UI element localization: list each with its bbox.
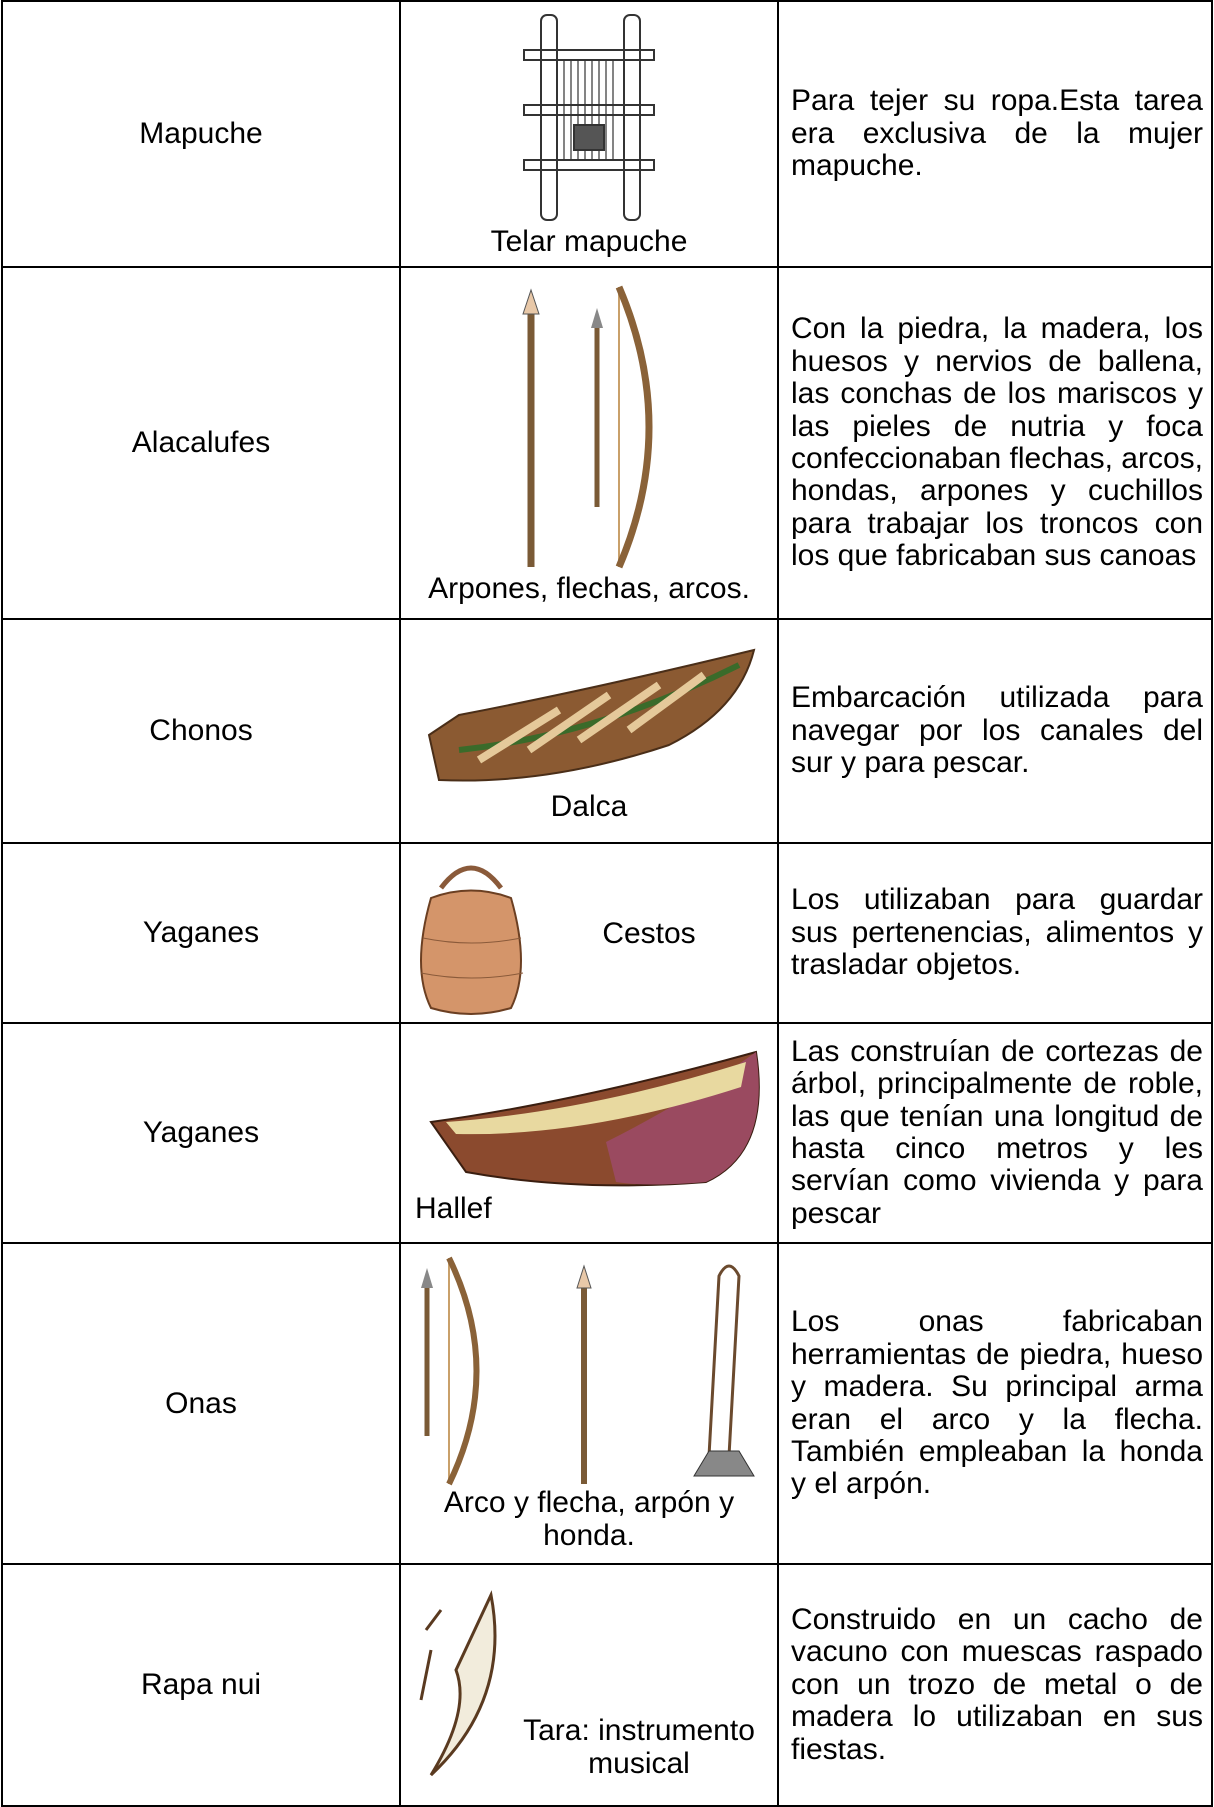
caption: Arpones, flechas, arcos. <box>428 571 750 605</box>
description: Las construían de cortezas de árbol, pri… <box>777 1022 1213 1244</box>
image-cell: Arco y flecha, arpón y honda. <box>399 1242 779 1565</box>
caption: Tara: instrumento musical <box>523 1714 755 1780</box>
group: Chonos <box>1 618 401 844</box>
row: Mapuche Telar mapuche Para tejer su ropa… <box>1 0 1213 268</box>
group: Rapa nui <box>1 1563 401 1807</box>
dalca-image <box>427 648 756 782</box>
group: Yaganes <box>1 1022 401 1244</box>
hallef-image <box>429 1050 760 1186</box>
row: Chonos Dalca Embarcación utilizada para … <box>1 618 1213 844</box>
tara-image <box>419 1590 497 1777</box>
basket-image <box>420 865 524 1015</box>
row: Yaganes Hallef Las construían de corteza… <box>1 1022 1213 1244</box>
description: Los utilizaban para guardar sus pertenen… <box>777 842 1213 1024</box>
row: Onas Arco y flecha, arpón y honda. Los o… <box>1 1242 1213 1565</box>
loom-image <box>523 14 655 221</box>
onas-weapons-image <box>421 1256 755 1485</box>
row: Rapa nui Tara: instrumento musical Const… <box>1 1563 1213 1807</box>
description: Los onas fabricaban herramientas de pied… <box>777 1242 1213 1565</box>
caption: Dalca <box>550 789 628 823</box>
image-row: Tara: instrumento musical <box>401 1590 777 1780</box>
image-cell: Hallef <box>399 1022 779 1244</box>
group: Mapuche <box>1 0 401 268</box>
caption: Telar mapuche <box>490 225 688 258</box>
description: Con la piedra, la madera, los huesos y n… <box>777 266 1213 620</box>
group: Onas <box>1 1242 401 1565</box>
image-cell: Dalca <box>399 618 779 844</box>
image-cell: Cestos <box>399 842 779 1024</box>
row: Yaganes Cestos Los utilizaban para guard… <box>1 842 1213 1024</box>
row: Alacalufes Arpones, flechas, arcos. Con … <box>1 266 1213 620</box>
group: Alacalufes <box>1 266 401 620</box>
caption: Arco y flecha, arpón y honda. <box>443 1485 735 1552</box>
weapons-image <box>522 285 653 568</box>
image-cell: Arpones, flechas, arcos. <box>399 266 779 620</box>
image-cell: Telar mapuche <box>399 0 779 268</box>
description: Construido en un cacho de vacuno con mue… <box>777 1563 1213 1807</box>
group: Yaganes <box>1 842 401 1024</box>
caption: Hallef <box>415 1191 492 1225</box>
description: Para tejer su ropa.Esta tarea era exclus… <box>777 0 1213 268</box>
image-cell: Tara: instrumento musical <box>399 1563 779 1807</box>
description: Embarcación utilizada para navegar por l… <box>777 618 1213 844</box>
image-row: Cestos <box>401 848 777 1018</box>
caption: Cestos <box>602 916 696 950</box>
